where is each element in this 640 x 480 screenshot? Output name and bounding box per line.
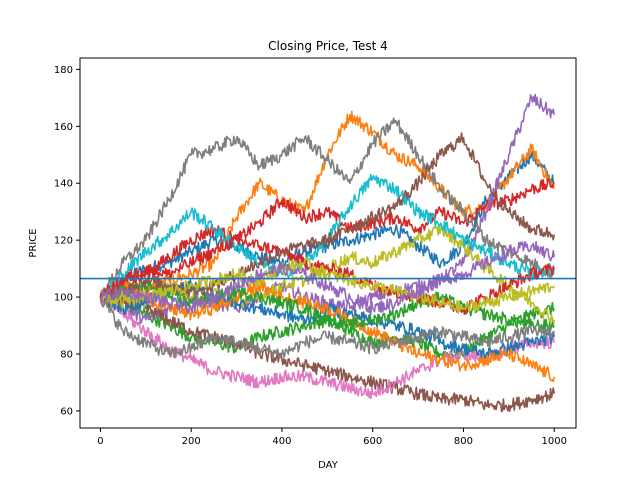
series-line <box>99 110 555 301</box>
series-line <box>99 291 555 413</box>
y-tick-label: 180 <box>54 65 73 76</box>
y-tick-label: 100 <box>54 293 73 304</box>
series-line <box>99 117 555 300</box>
y-tick-label: 160 <box>54 122 73 133</box>
x-tick-label: 200 <box>182 436 201 447</box>
y-tick-label: 80 <box>60 350 73 361</box>
series-line <box>99 296 555 399</box>
series-line <box>99 296 555 359</box>
x-axis-ticks: 0 200 400 600 800 1000 <box>97 428 567 447</box>
x-tick-label: 1000 <box>541 436 566 447</box>
series-layer <box>99 93 555 413</box>
y-tick-label: 120 <box>54 236 73 247</box>
y-tick-label: 60 <box>60 406 73 417</box>
series-line <box>99 240 555 315</box>
plot-frame <box>79 57 577 429</box>
series-line <box>99 233 555 316</box>
series-line <box>100 177 555 303</box>
x-tick-label: 800 <box>454 436 473 447</box>
series-line <box>99 280 555 383</box>
x-tick-label: 400 <box>272 436 291 447</box>
x-axis-label: DAY <box>318 460 339 471</box>
y-tick-label: 140 <box>54 179 73 190</box>
chart-title: Closing Price, Test 4 <box>268 39 388 53</box>
x-tick-label: 600 <box>363 436 382 447</box>
x-tick-label: 0 <box>97 436 103 447</box>
series-line <box>99 150 555 299</box>
series-line <box>99 257 555 314</box>
y-axis-ticks: 60 80 100 120 140 160 180 <box>54 65 80 417</box>
y-axis-label: PRICE <box>28 228 39 257</box>
